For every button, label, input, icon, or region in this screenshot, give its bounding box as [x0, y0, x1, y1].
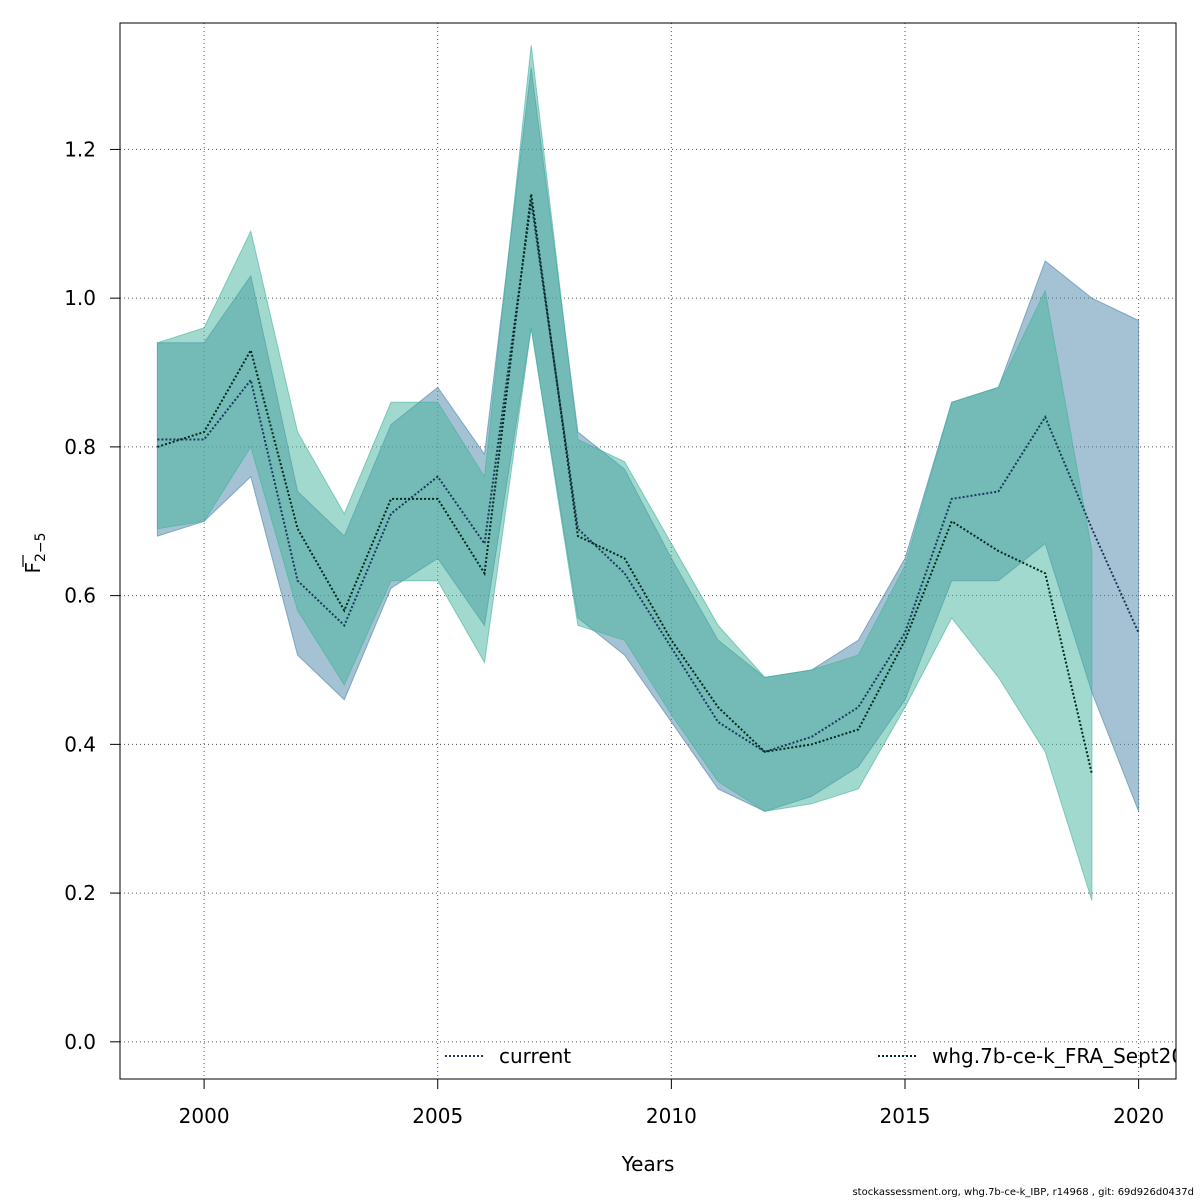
series-line-1	[157, 201, 1140, 753]
x-tick-label: 2000	[179, 1104, 230, 1128]
y-tick-label: 0.2	[64, 881, 96, 905]
y-axis-title-main: F	[21, 562, 45, 574]
y-axis-title-sub: 2−5	[33, 532, 49, 562]
x-tick-label: 2005	[412, 1104, 463, 1128]
plot-frame	[119, 22, 1177, 1080]
y-tick-label: 1.0	[64, 286, 96, 310]
y-tick-label: 0.6	[64, 584, 96, 608]
x-axis: 2000 2005 2010 2015 2020	[179, 1079, 1164, 1128]
y-axis-title-text: F2−5	[21, 532, 49, 573]
y-tick-label: 0.0	[64, 1030, 96, 1054]
x-tick-label: 2020	[1113, 1104, 1164, 1128]
series-line-2	[157, 193, 1093, 775]
y-axis-title: F2−5	[21, 532, 49, 573]
x-tick-label: 2010	[646, 1104, 697, 1128]
confidence-band-2	[156, 45, 1093, 901]
y-axis: 0.0 0.2 0.4 0.6 0.8 1.0 1.2	[64, 137, 120, 1054]
x-axis-title: Years	[621, 1152, 675, 1176]
footer-note: stockassessment.org, whg.7b-ce-k_IBP, r1…	[852, 1187, 1194, 1198]
legend-label-2: whg.7b-ce-k_FRA_Sept20	[932, 1044, 1184, 1068]
legend-label-1: current	[499, 1044, 571, 1068]
x-tick-label: 2015	[880, 1104, 931, 1128]
confidence-bands	[156, 45, 1140, 901]
y-tick-label: 0.8	[64, 435, 96, 459]
series-lines	[157, 193, 1140, 775]
legend: current whg.7b-ce-k_FRA_Sept20	[445, 1044, 1184, 1068]
y-tick-label: 1.2	[64, 137, 96, 161]
y-tick-label: 0.4	[64, 732, 96, 756]
